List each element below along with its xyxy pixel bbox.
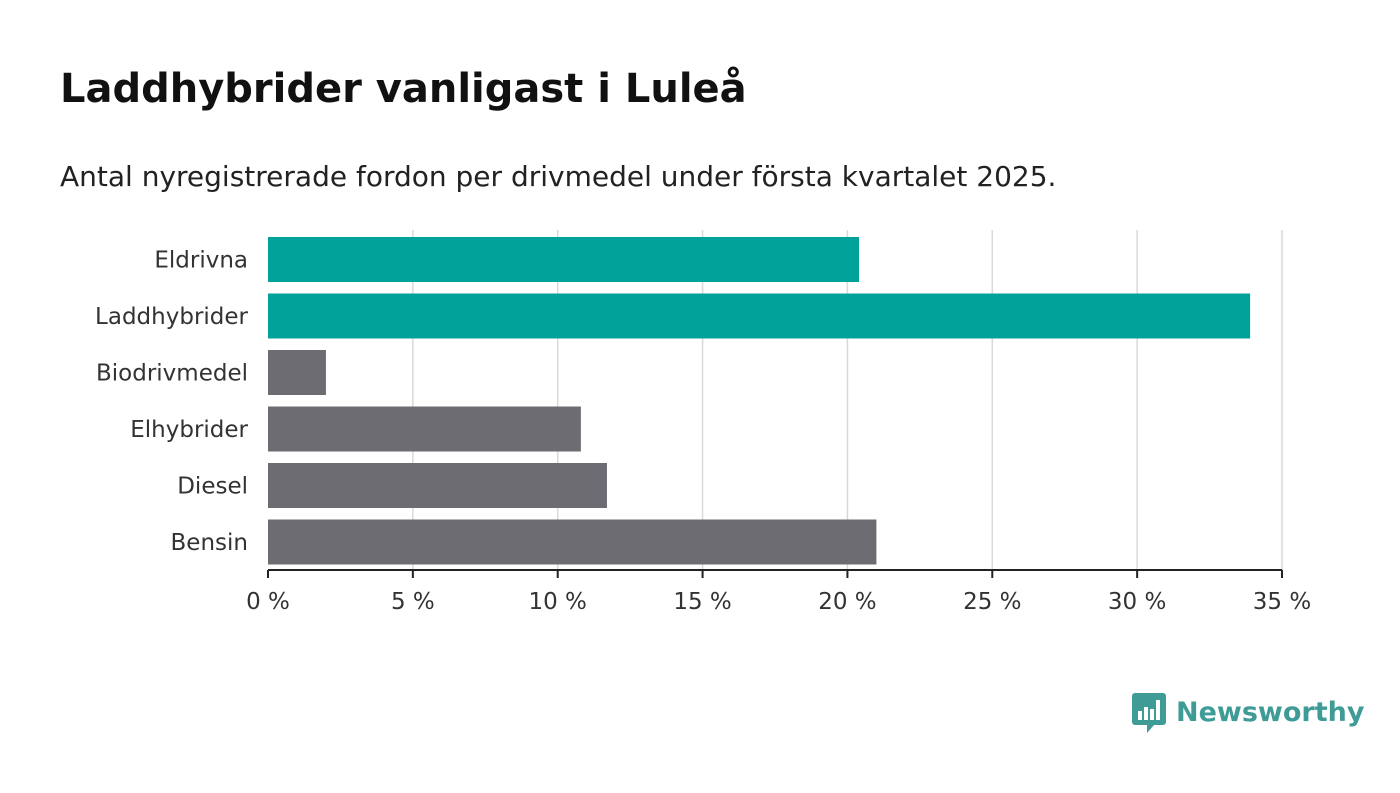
bars: [268, 237, 1251, 565]
bar: [268, 350, 326, 395]
category-labels: Eldrivna Laddhybrider Biodrivmedel Elhybrid…: [95, 248, 248, 557]
bar: [268, 293, 1251, 339]
bar-chart-speech-bubble-icon: [1132, 693, 1166, 733]
category-label: Diesel: [177, 474, 248, 500]
bar: [268, 519, 877, 565]
chart-subtitle: Antal nyregistrerade fordon per drivmede…: [60, 160, 1057, 193]
bar: [268, 406, 581, 452]
x-tick-label: 5 %: [391, 589, 435, 615]
bar: [268, 463, 607, 508]
category-label: Eldrivna: [154, 248, 248, 274]
bar: [268, 237, 860, 282]
category-label: Laddhybrider: [95, 304, 248, 330]
category-label: Bensin: [171, 530, 248, 556]
x-tick-label: 25 %: [963, 589, 1021, 615]
x-axis: 0 % 5 % 10 % 15 % 20 % 25 % 30 % 35 %: [246, 569, 1311, 615]
x-tick-label: 10 %: [528, 589, 586, 615]
x-tick-label: 35 %: [1253, 589, 1311, 615]
category-label: Elhybrider: [130, 417, 248, 443]
x-tick-label: 20 %: [818, 589, 876, 615]
logo-text: Newsworthy: [1176, 697, 1365, 728]
x-tick-label: 15 %: [673, 589, 731, 615]
x-tick-label: 0 %: [246, 589, 290, 615]
grid-lines: [412, 230, 1283, 570]
chart-title: Laddhybrider vanligast i Luleå: [60, 66, 747, 112]
newsworthy-logo: Newsworthy: [1132, 693, 1364, 733]
category-label: Biodrivmedel: [96, 361, 248, 387]
x-tick-label: 30 %: [1108, 589, 1166, 615]
